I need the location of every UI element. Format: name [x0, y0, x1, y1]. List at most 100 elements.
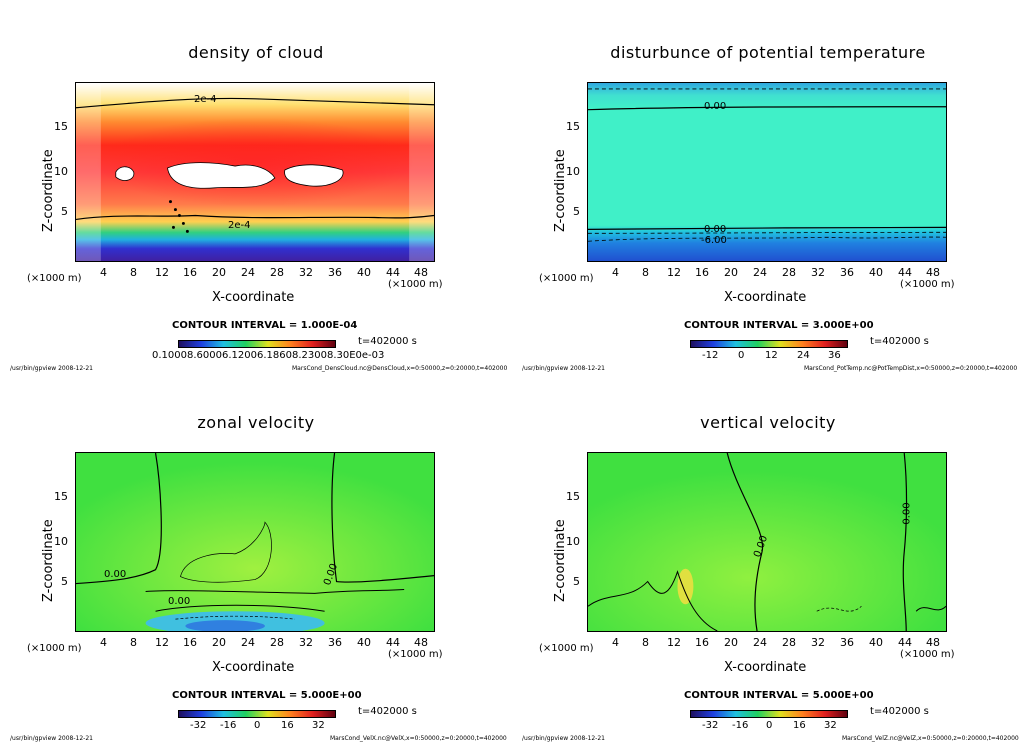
- y-tick: 5: [61, 205, 68, 218]
- colorbar-tick: 32: [824, 720, 837, 731]
- colorbar-tick: 32: [312, 720, 325, 731]
- x-tick: 20: [724, 266, 738, 279]
- footer-right: MarsCond_VelZ.nc@VelZ,x=0:50000,z=0:2000…: [842, 735, 1019, 742]
- footer-right: MarsCond_VelX.nc@VelX,x=0:50000,z=0:2000…: [330, 735, 507, 742]
- temperature-field: [588, 83, 946, 261]
- x-tick: 12: [155, 636, 169, 649]
- x-tick: 4: [100, 266, 107, 279]
- x-tick: 28: [782, 636, 796, 649]
- y-tick: 10: [566, 535, 580, 548]
- panel-zonal-velocity: zonal velocity 0.00 0.00 0.00 5 10 15 Z-…: [0, 370, 512, 742]
- time-label: t=402000 s: [870, 336, 929, 347]
- colorbar: [178, 710, 336, 718]
- colorbar-tick: 0: [254, 720, 261, 731]
- colorbar: [178, 340, 336, 348]
- y-tick: 10: [566, 165, 580, 178]
- y-axis-label: Z-coordinate: [553, 519, 568, 602]
- panel-title: density of cloud: [188, 43, 324, 62]
- contour-label: 2e-4: [228, 220, 251, 231]
- x-tick: 24: [241, 636, 255, 649]
- contour-label: 0.00: [168, 596, 191, 607]
- x-tick: 32: [299, 266, 313, 279]
- density-field: [76, 83, 434, 261]
- colorbar-tick: -16: [732, 720, 749, 731]
- panel-title: zonal velocity: [197, 413, 315, 432]
- x-tick: 12: [667, 636, 681, 649]
- plot-area: 0.00 0.00: [587, 452, 947, 632]
- panel-density-of-cloud: density of cloud: [0, 0, 512, 372]
- x-unit: (×1000 m): [539, 273, 594, 284]
- x-tick: 8: [642, 636, 649, 649]
- contour-label: 0.00: [704, 224, 727, 235]
- time-label: t=402000 s: [870, 706, 929, 717]
- x-tick: 48: [926, 266, 940, 279]
- contour-interval: CONTOUR INTERVAL = 3.000E+00: [684, 320, 874, 331]
- y-tick: 10: [54, 165, 68, 178]
- plot-area: 0.00 0.00 -6.00: [587, 82, 947, 262]
- colorbar-tick: 16: [793, 720, 806, 731]
- colorbar-tick: -32: [190, 720, 207, 731]
- colorbar-tick: 36: [828, 350, 841, 361]
- plot-area: 0.00 0.00 0.00: [75, 452, 435, 632]
- x-tick: 24: [753, 636, 767, 649]
- colorbar-labels: 0.10008.60006.12006.18608.23008.30E0e-03: [152, 350, 385, 361]
- x-unit: (×1000 m): [27, 273, 82, 284]
- contour-interval: CONTOUR INTERVAL = 5.000E+00: [684, 690, 874, 701]
- contour-label: 0.00: [704, 101, 727, 112]
- panel-vertical-velocity: vertical velocity 0.00 0.00 5 10 15 Z-co…: [512, 370, 1024, 742]
- colorbar-tick: 12: [765, 350, 778, 361]
- x-axis-label: X-coordinate: [212, 290, 295, 305]
- x-tick: 40: [869, 636, 883, 649]
- colorbar-tick: 16: [281, 720, 294, 731]
- y-tick: 15: [566, 120, 580, 133]
- x-unit: (×1000 m): [388, 649, 443, 660]
- x-tick: 28: [270, 636, 284, 649]
- x-tick: 32: [299, 636, 313, 649]
- x-tick: 12: [667, 266, 681, 279]
- x-tick: 4: [612, 636, 619, 649]
- y-axis-label: Z-coordinate: [41, 149, 56, 232]
- x-tick: 44: [386, 266, 400, 279]
- footer-right: MarsCond_PotTemp.nc@PotTempDist,x=0:5000…: [804, 365, 1018, 372]
- plot-area: 2e-4 2e-4: [75, 82, 435, 262]
- time-label: t=402000 s: [358, 706, 417, 717]
- x-tick: 44: [898, 266, 912, 279]
- x-tick: 20: [212, 636, 226, 649]
- x-tick: 36: [328, 266, 342, 279]
- x-tick: 16: [183, 266, 197, 279]
- vertical-velocity-field: [588, 453, 946, 631]
- panel-title: vertical velocity: [700, 413, 836, 432]
- x-unit: (×1000 m): [388, 279, 443, 290]
- colorbar: [690, 340, 848, 348]
- x-tick: 40: [357, 636, 371, 649]
- footer-left: /usr/bin/gpview 2008-12-21: [522, 365, 605, 372]
- x-tick: 8: [642, 266, 649, 279]
- x-tick: 40: [357, 266, 371, 279]
- x-unit: (×1000 m): [27, 643, 82, 654]
- x-tick: 20: [724, 636, 738, 649]
- y-tick: 5: [573, 575, 580, 588]
- x-tick: 16: [695, 636, 709, 649]
- footer-left: /usr/bin/gpview 2008-12-21: [522, 735, 605, 742]
- x-unit: (×1000 m): [900, 649, 955, 660]
- footer-left: /usr/bin/gpview 2008-12-21: [10, 365, 93, 372]
- x-tick: 36: [840, 266, 854, 279]
- time-label: t=402000 s: [358, 336, 417, 347]
- contour-label: 0.00: [104, 569, 127, 580]
- x-tick: 44: [898, 636, 912, 649]
- x-unit: (×1000 m): [900, 279, 955, 290]
- x-axis-label: X-coordinate: [212, 660, 295, 675]
- x-tick: 4: [100, 636, 107, 649]
- x-axis-label: X-coordinate: [724, 290, 807, 305]
- colorbar-tick: 0: [766, 720, 773, 731]
- y-tick: 15: [54, 120, 68, 133]
- contour-interval: CONTOUR INTERVAL = 1.000E-04: [172, 320, 358, 331]
- x-tick: 48: [414, 636, 428, 649]
- colorbar-tick: -16: [220, 720, 237, 731]
- x-tick: 32: [811, 266, 825, 279]
- x-tick: 28: [270, 266, 284, 279]
- x-tick: 36: [328, 636, 342, 649]
- y-tick: 5: [61, 575, 68, 588]
- x-tick: 28: [782, 266, 796, 279]
- x-tick: 16: [183, 636, 197, 649]
